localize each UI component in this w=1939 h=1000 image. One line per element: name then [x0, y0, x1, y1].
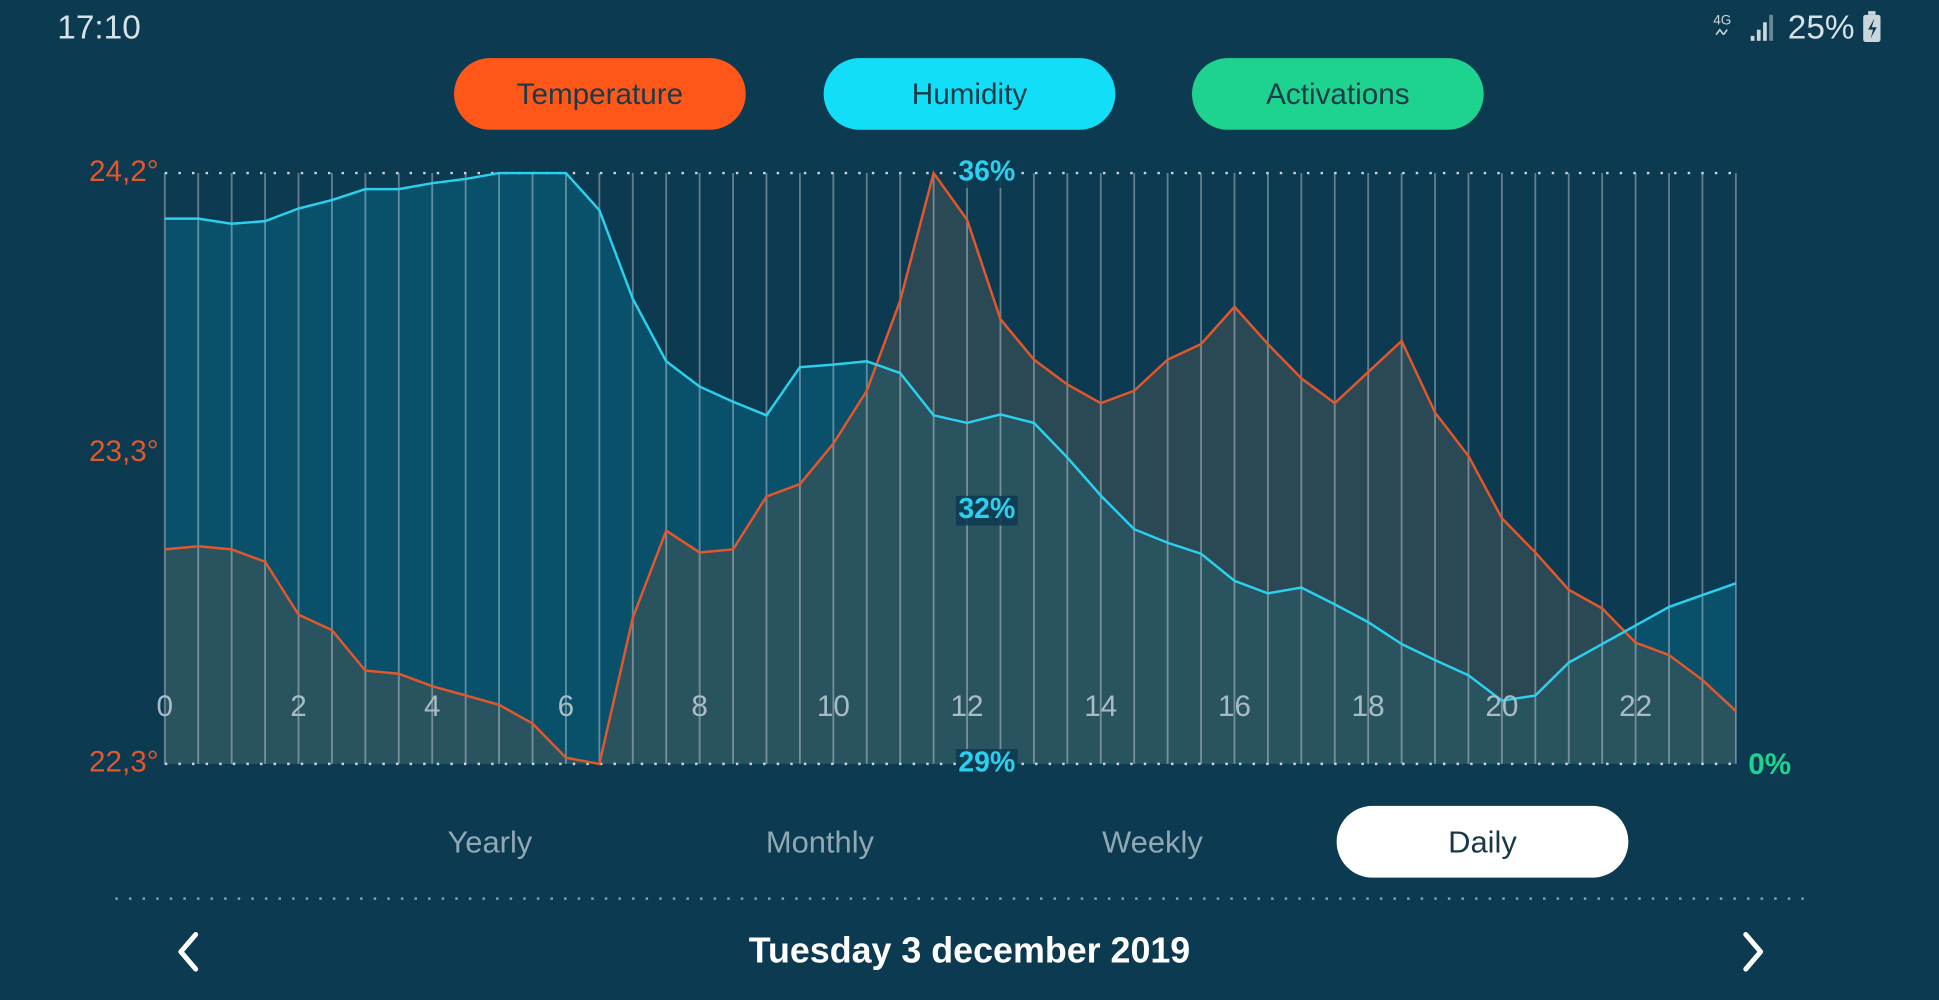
x-tick-label: 22: [1619, 690, 1652, 723]
y2-tick-box: [955, 158, 1018, 188]
x-tick-label: 8: [691, 690, 708, 723]
network-arrows: [1715, 28, 1728, 36]
y2-tick-box: [955, 495, 1018, 526]
line: [164, 170, 1737, 766]
toggle-button[interactable]: [823, 58, 1116, 130]
x-tick-label: 18: [1352, 690, 1385, 723]
x-tick-label: 4: [424, 690, 441, 723]
signal-icon: [1750, 14, 1773, 41]
y2-tick-label: 36%: [958, 156, 1015, 188]
period-tabs: Yearly Monthly Weekly Daily: [448, 805, 1629, 878]
y-tick-label: 24,2°: [89, 155, 159, 188]
line: [164, 171, 1737, 702]
x-tick-label: 0: [157, 690, 173, 723]
prev-arrow[interactable]: [178, 932, 199, 972]
y2-tick-box: [955, 749, 1018, 779]
y-tick-label: 23,3°: [89, 435, 159, 468]
period-selected[interactable]: [1336, 805, 1629, 878]
x-tick-label: 12: [951, 690, 984, 723]
chart: 0 2 4 6 8 10 12 14 16 18 20 22 22,3° 23,3° 24,2° 29% 32%…: [89, 155, 1791, 781]
battery-icon: [1863, 11, 1881, 43]
toggle-label: Humidity: [912, 78, 1028, 111]
x-tick-label: 6: [558, 690, 575, 723]
battery-label: 25%: [1788, 9, 1855, 46]
y2-tick-label: 32%: [958, 493, 1015, 525]
x-tick-label: 2: [290, 690, 307, 723]
y2-tick-label: 29%: [958, 746, 1015, 778]
y-tick-label: 22,3°: [89, 746, 159, 779]
period-tab[interactable]: Weekly: [1102, 824, 1203, 859]
toggle-button[interactable]: [454, 58, 746, 130]
next-arrow[interactable]: [1743, 932, 1764, 972]
status-time: 17:10: [57, 9, 140, 46]
period-tab[interactable]: Yearly: [448, 824, 533, 859]
x-tick-label: 20: [1485, 690, 1518, 723]
toggle-button[interactable]: [1191, 58, 1484, 130]
x-tick-label: 16: [1218, 690, 1251, 723]
toggle-label: Temperature: [517, 78, 683, 111]
network-label: 4G: [1713, 13, 1731, 28]
y3-tick-label: 0%: [1748, 748, 1791, 781]
toggle-label: Activations: [1266, 78, 1409, 111]
toggle-group: Temperature Humidity Activations: [454, 58, 1484, 130]
x-tick-label: 10: [817, 690, 850, 723]
period-tab[interactable]: Daily: [1448, 824, 1517, 859]
area: [164, 173, 1736, 764]
date-label: Tuesday 3 december 2019: [749, 930, 1190, 970]
x-tick-label: 14: [1084, 690, 1117, 723]
period-tab[interactable]: Monthly: [766, 824, 875, 859]
